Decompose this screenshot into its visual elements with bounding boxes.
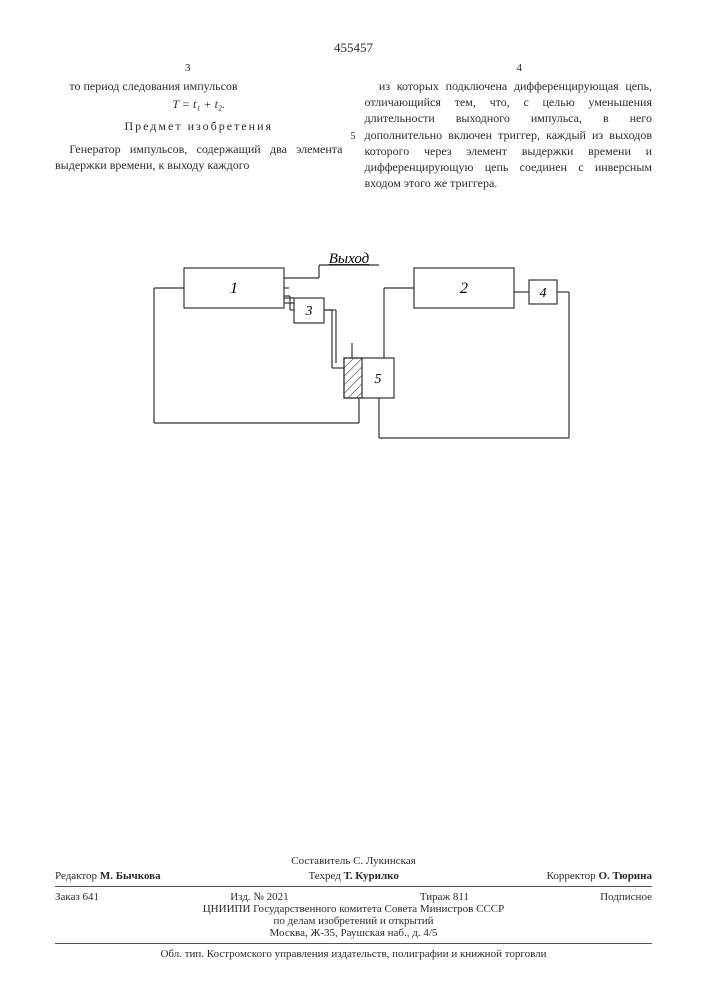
footer: Составитель С. Лукинская Редактор М. Быч… (55, 855, 652, 960)
block-3-label: 3 (304, 304, 312, 319)
editor-label: Редактор (55, 870, 97, 882)
org-line-2: по делам изобретений и открытий (55, 915, 652, 927)
diagram-svg: 1 3 Выход (124, 248, 584, 468)
corr-name: О. Тюрина (598, 870, 652, 882)
text-columns: то период следования импульсов T = t₁ + … (55, 78, 652, 218)
corrector: Корректор О. Тюрина (547, 870, 652, 882)
printer-line: Обл. тип. Костромского управления издате… (55, 948, 652, 960)
block-diagram: 1 3 Выход (55, 248, 652, 468)
right-paragraph: из которых подключена дифференцирующая ц… (365, 78, 653, 191)
tech-name: Т. Курилко (344, 870, 399, 882)
order-number: Заказ 641 (55, 891, 99, 903)
right-column: 5 из которых подключена дифференцирующая… (365, 78, 653, 218)
left-column: то период следования импульсов T = t₁ + … (55, 78, 343, 218)
subscription: Подписное (600, 891, 652, 903)
block-1-label: 1 (230, 280, 238, 297)
period-formula: T = t₁ + t₂. (55, 96, 343, 112)
credits-row: Редактор М. Бычкова Техред Т. Курилко Ко… (55, 870, 652, 882)
right-col-number: 4 (517, 62, 523, 74)
left-col-number: 3 (185, 62, 191, 74)
techred: Техред Т. Курилко (308, 870, 398, 882)
circulation: Тираж 811 (420, 891, 469, 903)
block-5-hatch (344, 358, 362, 398)
section-title: Предмет изобретения (55, 118, 343, 134)
address-line: Москва, Ж-35, Раушская наб., д. 4/5 (55, 927, 652, 939)
line-number-marker: 5 (351, 130, 356, 144)
block-4-label: 4 (539, 286, 546, 301)
print-meta-row: Заказ 641 Изд. № 2021 Тираж 811 Подписно… (55, 891, 652, 903)
left-line1: то период следования импульсов (55, 78, 343, 94)
edition-number: Изд. № 2021 (230, 891, 288, 903)
column-numbers: 3 4 (55, 62, 652, 74)
editor-name: М. Бычкова (100, 870, 161, 882)
block-5-label: 5 (374, 372, 381, 387)
divider-1 (55, 886, 652, 887)
page: 455457 3 4 то период следования импульсо… (0, 0, 707, 1000)
corr-label: Корректор (547, 870, 596, 882)
left-paragraph: Генератор импульсов, содержащий два элем… (55, 141, 343, 173)
block-2-label: 2 (460, 280, 468, 297)
divider-2 (55, 943, 652, 944)
editor: Редактор М. Бычкова (55, 870, 161, 882)
composer-line: Составитель С. Лукинская (55, 855, 652, 867)
org-line-1: ЦНИИПИ Государственного комитета Совета … (55, 903, 652, 915)
composer: Составитель С. Лукинская (291, 855, 416, 867)
tech-label: Техред (308, 870, 340, 882)
document-number: 455457 (55, 40, 652, 56)
